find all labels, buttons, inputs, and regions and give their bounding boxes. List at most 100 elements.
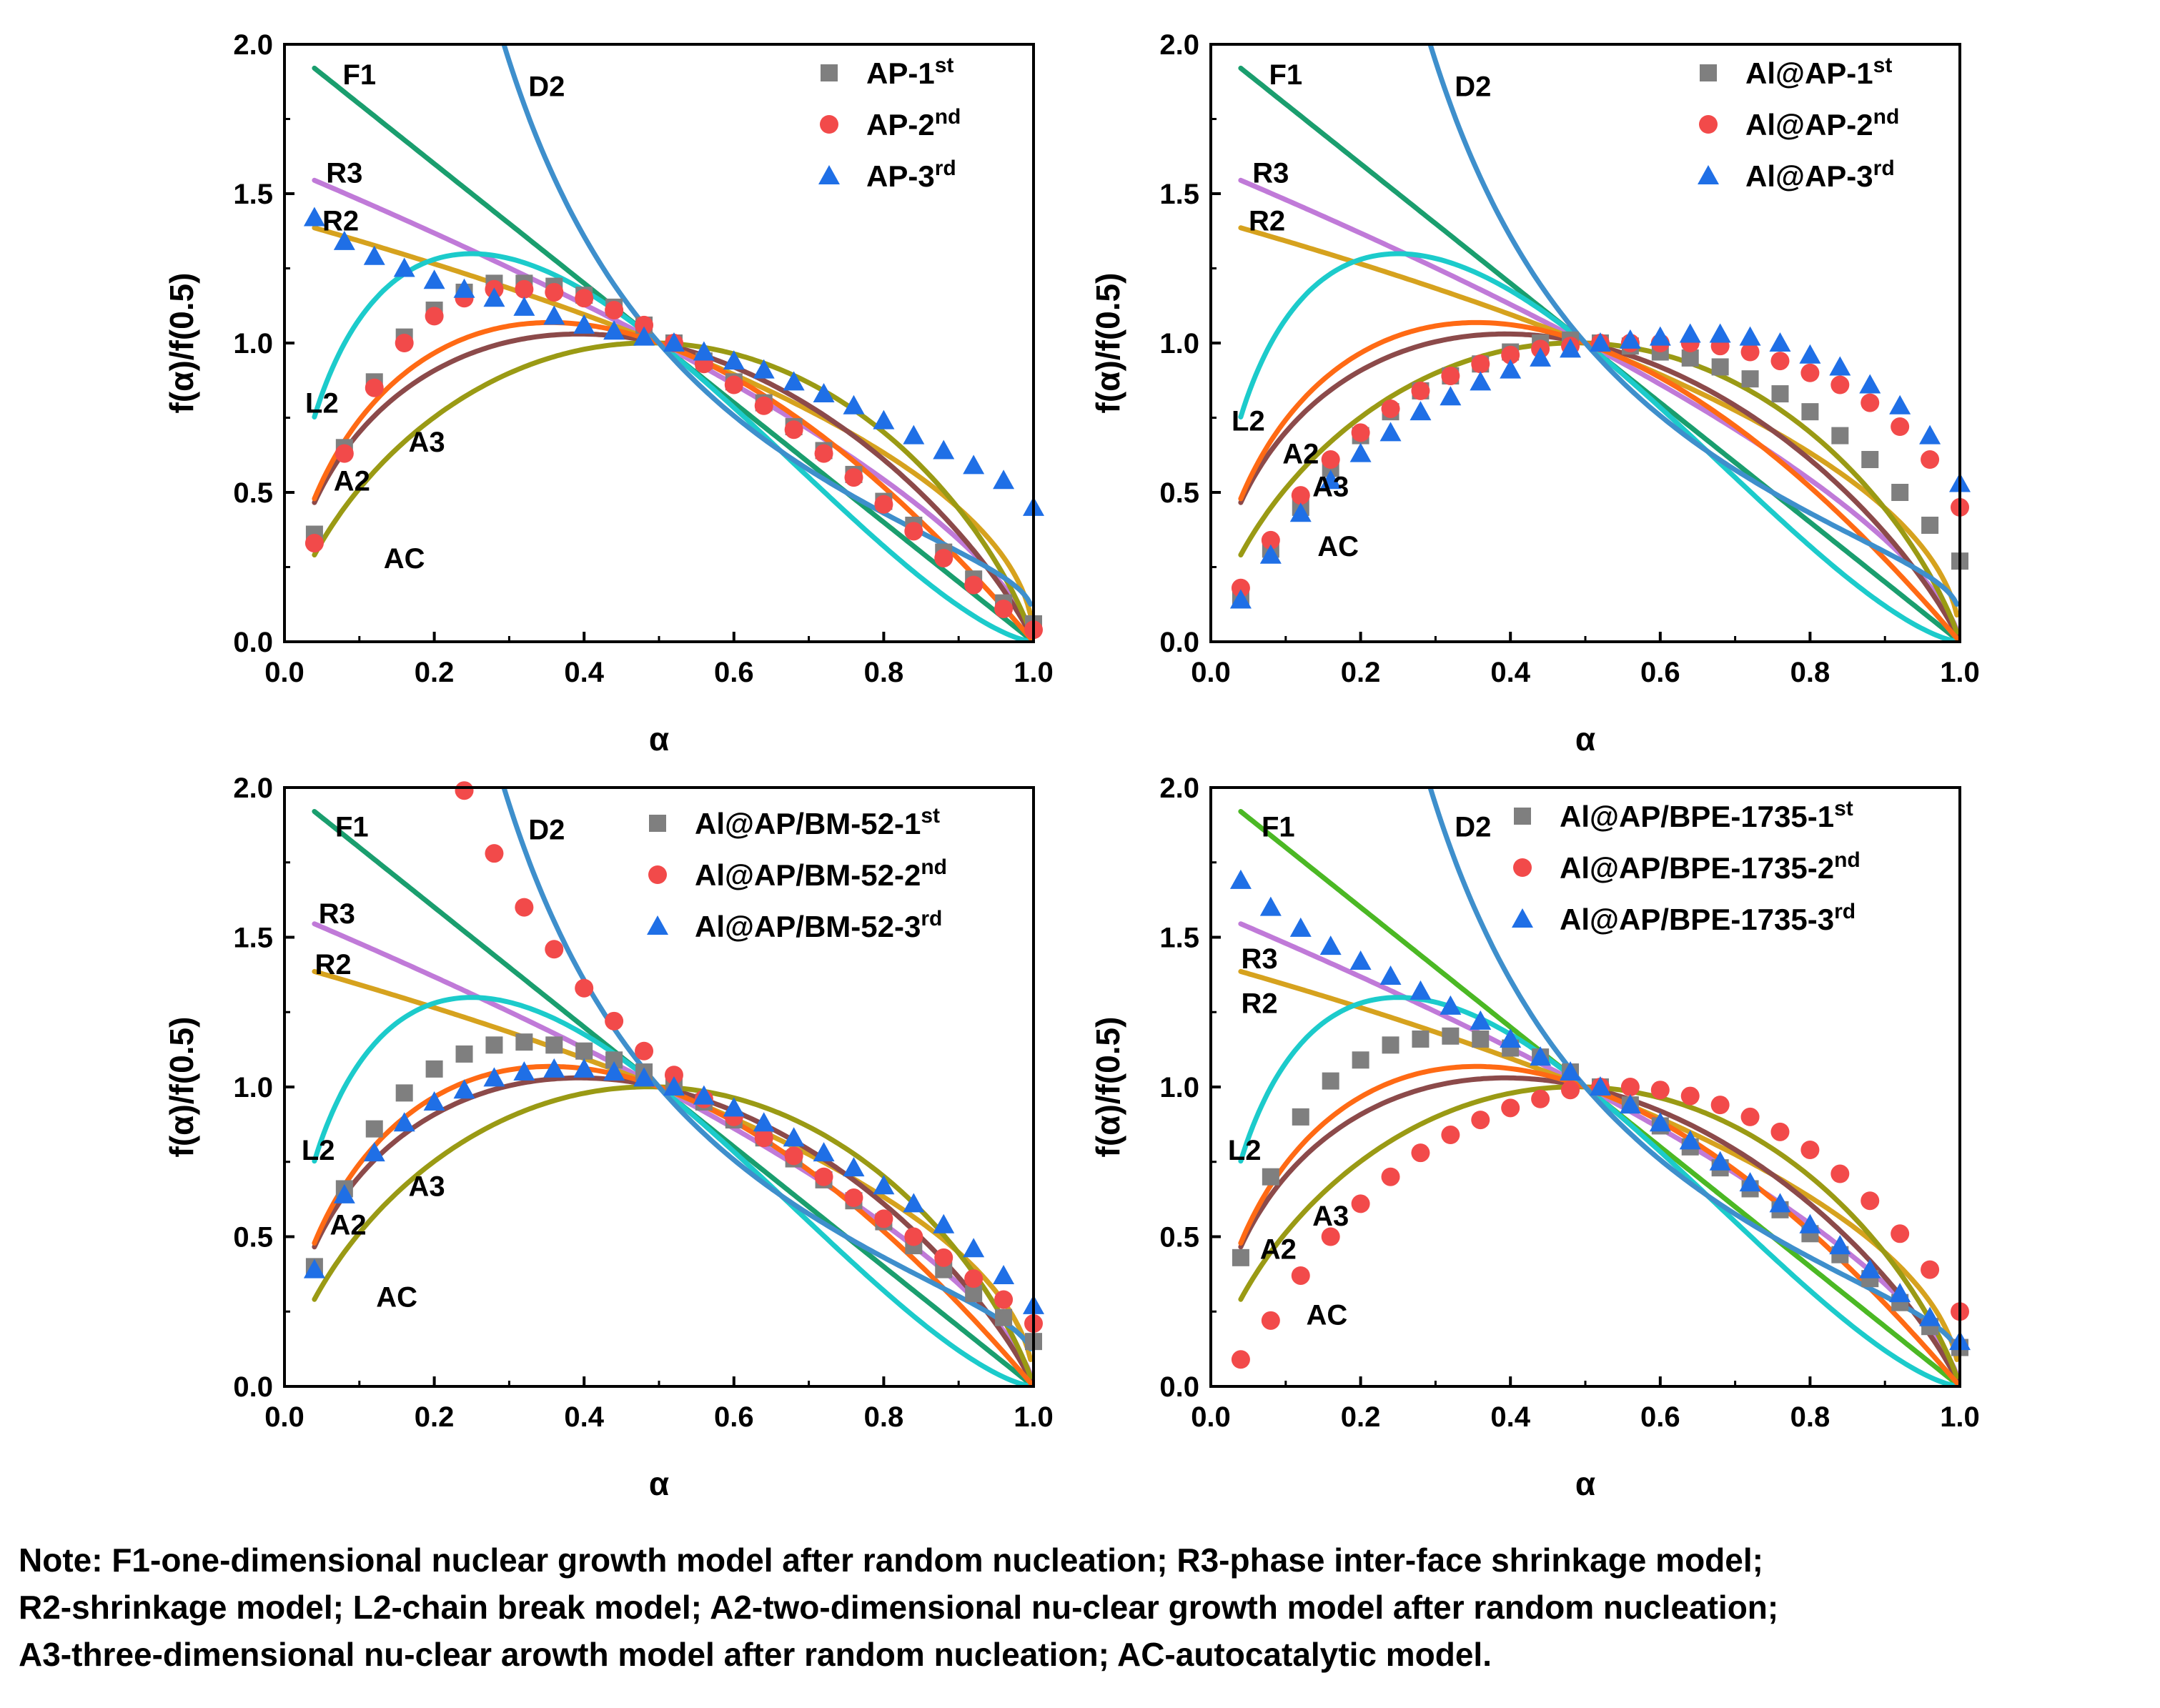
model-curve-r3 — [1238, 921, 1960, 1377]
model-label-r3: R3 — [319, 898, 355, 930]
data-point — [395, 334, 414, 352]
data-point — [1891, 417, 1910, 437]
chart-panel-1: 0.0 0.2 0.4 0.6 0.8 1.0 0.0 0.5 1.0 1.5 2.0 α f(α)/f… — [163, 29, 1054, 758]
series-2 — [455, 781, 1043, 1334]
data-point — [1770, 1122, 1790, 1141]
x-tick-label: 1.0 — [1940, 657, 1980, 688]
y-tick-label: 2.0 — [233, 29, 273, 61]
x-tick-label: 0.2 — [415, 657, 455, 688]
legend-marker — [821, 64, 838, 81]
model-label-a3: A3 — [409, 1171, 445, 1202]
data-point — [904, 1227, 923, 1246]
x-axis-label: α — [1575, 720, 1595, 758]
y-tick-label: 2.0 — [233, 773, 273, 804]
model-label-l2: L2 — [305, 388, 339, 419]
data-point — [1741, 370, 1759, 388]
data-point — [1229, 589, 1252, 609]
data-point — [963, 455, 985, 475]
data-point — [1889, 394, 1911, 414]
model-label-f1: F1 — [335, 811, 369, 843]
data-point — [1321, 1227, 1340, 1246]
legend-marker — [1698, 165, 1719, 184]
y-axis-label: f(α)/f(0.5) — [163, 1017, 200, 1158]
model-label-d2: D2 — [1455, 811, 1491, 843]
data-point — [1231, 578, 1250, 597]
model-curve-l2 — [312, 251, 1034, 642]
data-point — [1891, 1224, 1910, 1243]
x-tick-label: 0.0 — [1191, 657, 1231, 688]
data-point — [873, 1175, 895, 1195]
model-label-a2: A2 — [334, 465, 370, 497]
data-point — [934, 1248, 953, 1267]
data-point — [1589, 332, 1611, 352]
chart-panel-2: 0.0 0.2 0.4 0.6 0.8 1.0 0.0 0.5 1.0 1.5 2.0 α f(α)/f… — [1089, 29, 1980, 758]
model-curve-r2 — [312, 968, 1034, 1362]
x-tick-label: 0.8 — [1790, 1401, 1830, 1433]
data-point — [1859, 1258, 1881, 1278]
model-curve-r2 — [1238, 968, 1960, 1362]
data-point — [1471, 354, 1490, 374]
data-point — [605, 301, 624, 320]
data-point — [635, 315, 654, 334]
data-point — [1381, 1167, 1400, 1186]
data-point — [753, 1112, 775, 1132]
legend-marker — [649, 815, 666, 832]
data-point — [1739, 1172, 1761, 1192]
model-curves — [312, 788, 1034, 1386]
model-curve-l2 — [312, 995, 1034, 1386]
data-point — [363, 1142, 385, 1162]
data-point — [1379, 422, 1402, 442]
data-point — [1560, 1061, 1582, 1081]
data-point — [1349, 442, 1372, 462]
data-point — [784, 420, 803, 440]
data-point — [664, 1066, 683, 1085]
data-point — [1560, 338, 1582, 358]
legend: Al@AP/BPE-1735-1st Al@AP/BPE-1735-2nd Al@A… — [1512, 797, 1861, 936]
data-point — [1261, 530, 1280, 550]
x-axis-label: α — [1575, 1465, 1595, 1502]
data-point — [1589, 1076, 1611, 1096]
y-tick-label: 1.5 — [233, 179, 273, 210]
data-point — [453, 1079, 475, 1099]
legend-marker — [818, 165, 840, 184]
data-point — [633, 1067, 655, 1087]
y-tick-label: 1.0 — [233, 1072, 273, 1103]
y-tick-label: 1.0 — [1159, 1072, 1199, 1103]
legend-label: Al@AP/BM-52-1st — [695, 804, 940, 840]
legend-label: Al@AP/BPE-1735-1st — [1560, 797, 1853, 833]
data-point — [423, 269, 445, 289]
model-label-f1: F1 — [342, 59, 376, 91]
y-tick-label: 1.5 — [1159, 923, 1199, 954]
legend-label: Al@AP/BPE-1735-3rd — [1560, 900, 1856, 936]
x-tick-label: 0.2 — [415, 1401, 455, 1433]
data-point — [693, 341, 715, 361]
data-point — [814, 444, 833, 463]
data-point — [513, 1061, 535, 1081]
data-point — [1411, 381, 1430, 400]
data-point — [1530, 1046, 1552, 1066]
model-label-a3: A3 — [409, 427, 445, 458]
data-point — [1740, 1107, 1760, 1126]
data-point — [1679, 323, 1701, 343]
data-point — [1259, 544, 1282, 564]
model-label-a3: A3 — [1312, 472, 1349, 503]
model-label-a3: A3 — [1312, 1201, 1349, 1232]
data-point — [1770, 352, 1790, 371]
model-curve-a3 — [312, 1084, 1034, 1380]
model-label-r3: R3 — [1242, 943, 1278, 975]
x-tick-label: 0.6 — [1640, 1401, 1680, 1433]
data-point — [1411, 1143, 1430, 1163]
model-label-a2: A2 — [1260, 1233, 1297, 1265]
legend-label: Al@AP/BM-52-3rd — [695, 907, 942, 943]
x-tick-label: 0.6 — [714, 1401, 754, 1433]
data-point — [513, 296, 535, 316]
data-point — [1352, 1051, 1369, 1069]
data-point — [1771, 385, 1789, 403]
data-point — [633, 326, 655, 346]
data-point — [605, 1011, 624, 1031]
data-point — [1709, 323, 1731, 343]
data-point — [453, 278, 475, 298]
data-point — [1289, 502, 1312, 522]
x-tick-label: 0.4 — [564, 657, 604, 688]
data-point — [573, 1058, 595, 1078]
